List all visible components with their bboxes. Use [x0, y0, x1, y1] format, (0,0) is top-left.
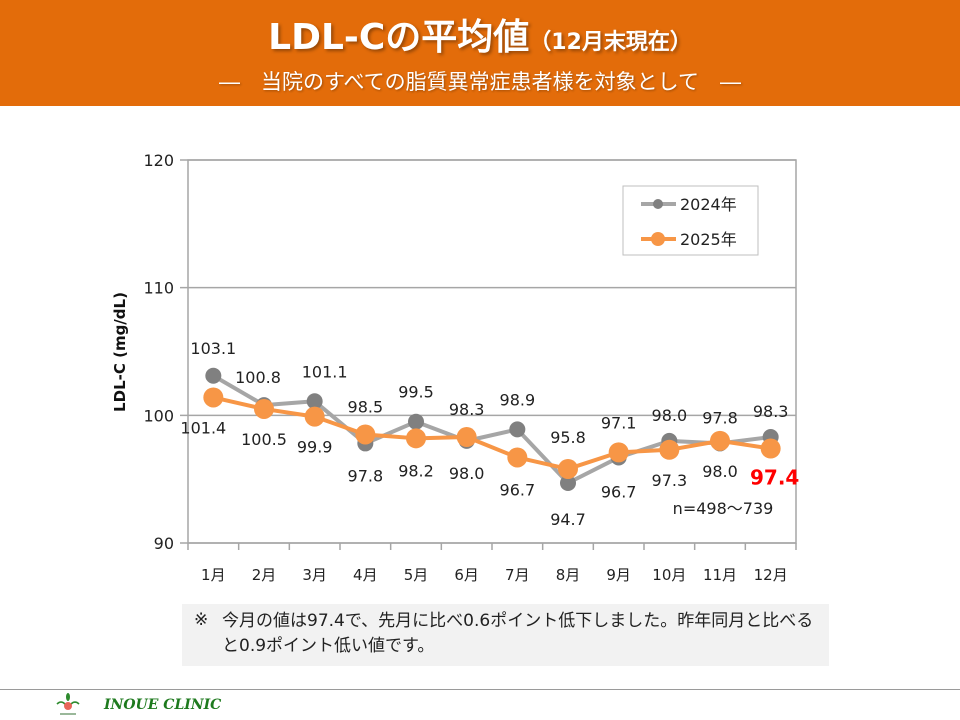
legend-label: 2025年: [680, 230, 737, 249]
data-label-2025: 98.3: [449, 400, 485, 419]
data-label-2025: 100.5: [241, 430, 287, 449]
data-point: [760, 438, 781, 459]
data-label-2024: 98.0: [449, 464, 485, 483]
legend-marker: [651, 232, 665, 246]
legend-box: [622, 185, 759, 256]
data-label-2024: 101.1: [302, 362, 348, 381]
title-date: （12月末現在）: [529, 30, 692, 55]
series-line-2024年: [212, 374, 771, 485]
data-point: [456, 427, 477, 448]
x-tick-label: 9月: [606, 566, 631, 584]
x-tick-label: 8月: [556, 566, 581, 584]
data-label-2024: 94.7: [550, 510, 586, 529]
x-tick-label: 6月: [454, 566, 479, 584]
x-tick-label: 7月: [505, 566, 530, 584]
data-label-2024: 99.5: [398, 383, 434, 402]
data-label-2025: 96.7: [500, 480, 536, 499]
data-point: [355, 424, 376, 445]
data-point: [560, 474, 576, 491]
summary-note: ※ 今月の値は97.4で、先月に比べ0.6ポイント低下しました。昨年同月と比べる…: [182, 604, 829, 666]
data-point: [507, 447, 528, 468]
data-label-2025: 98.5: [348, 397, 384, 416]
title-banner: LDL-Cの平均値（12月末現在） ― 当院のすべての脂質異常症患者様を対象とし…: [0, 0, 960, 106]
data-label-2024: 96.7: [601, 482, 637, 501]
x-tick-label: 11月: [703, 566, 737, 584]
data-point: [203, 387, 224, 408]
data-label-2025: 99.9: [297, 438, 333, 457]
x-tick-label: 4月: [353, 566, 378, 584]
data-label-highlight: 97.4: [750, 466, 799, 490]
data-point: [408, 413, 424, 430]
data-point: [659, 439, 680, 460]
data-label-2025: 98.0: [702, 462, 738, 481]
y-axis-title: LDL-C (mg/dL): [111, 292, 129, 412]
x-tick-label: 1月: [201, 566, 226, 584]
y-tick-label: 100: [143, 406, 174, 425]
data-label-2025: 101.4: [180, 418, 226, 437]
sample-size-annotation: n=498～739: [673, 499, 774, 518]
y-tick-label: 110: [143, 279, 174, 298]
x-tick-label: 2月: [252, 566, 277, 584]
title-main: LDL-Cの平均値: [268, 17, 530, 58]
data-point: [406, 428, 426, 449]
data-label-2024: 98.9: [500, 390, 536, 409]
data-label-2024: 100.8: [235, 368, 281, 387]
clinic-logo-icon: [56, 693, 80, 715]
data-label-2024: 98.0: [652, 406, 688, 425]
data-point: [205, 367, 222, 384]
data-point: [254, 398, 274, 419]
x-tick-label: 10月: [652, 566, 686, 584]
page-subtitle: ― 当院のすべての脂質異常症患者様を対象として ―: [218, 70, 742, 94]
data-label-2025: 98.2: [398, 461, 434, 480]
x-tick-label: 12月: [754, 566, 788, 584]
legend-label: 2024年: [680, 195, 737, 214]
x-tick-label: 3月: [302, 566, 327, 584]
data-label-2024: 97.8: [702, 408, 738, 427]
data-point: [306, 393, 323, 410]
note-mark: ※: [194, 610, 209, 630]
data-point: [509, 421, 526, 438]
data-label-2024: 97.8: [348, 466, 384, 485]
data-point: [304, 406, 325, 427]
y-tick-label: 90: [154, 534, 174, 553]
data-label-2024: 98.3: [753, 402, 789, 421]
data-label-2025: 95.8: [550, 428, 586, 447]
clinic-name: INOUE CLINIC: [104, 697, 222, 713]
legend-marker: [653, 199, 663, 209]
y-tick-label: 120: [143, 151, 174, 170]
x-tick-label: 5月: [404, 566, 429, 584]
data-label-2025: 97.3: [652, 471, 688, 490]
note-text: 今月の値は97.4で、先月に比べ0.6ポイント低下しました。昨年同月と比べると0…: [222, 611, 814, 656]
footer-divider: [0, 689, 960, 690]
data-label-2024: 103.1: [190, 339, 236, 358]
page-title: LDL-Cの平均値（12月末現在）: [0, 8, 960, 60]
data-point: [608, 442, 629, 463]
data-point: [558, 458, 578, 479]
data-label-2025: 97.1: [601, 413, 637, 432]
data-point: [710, 430, 730, 451]
